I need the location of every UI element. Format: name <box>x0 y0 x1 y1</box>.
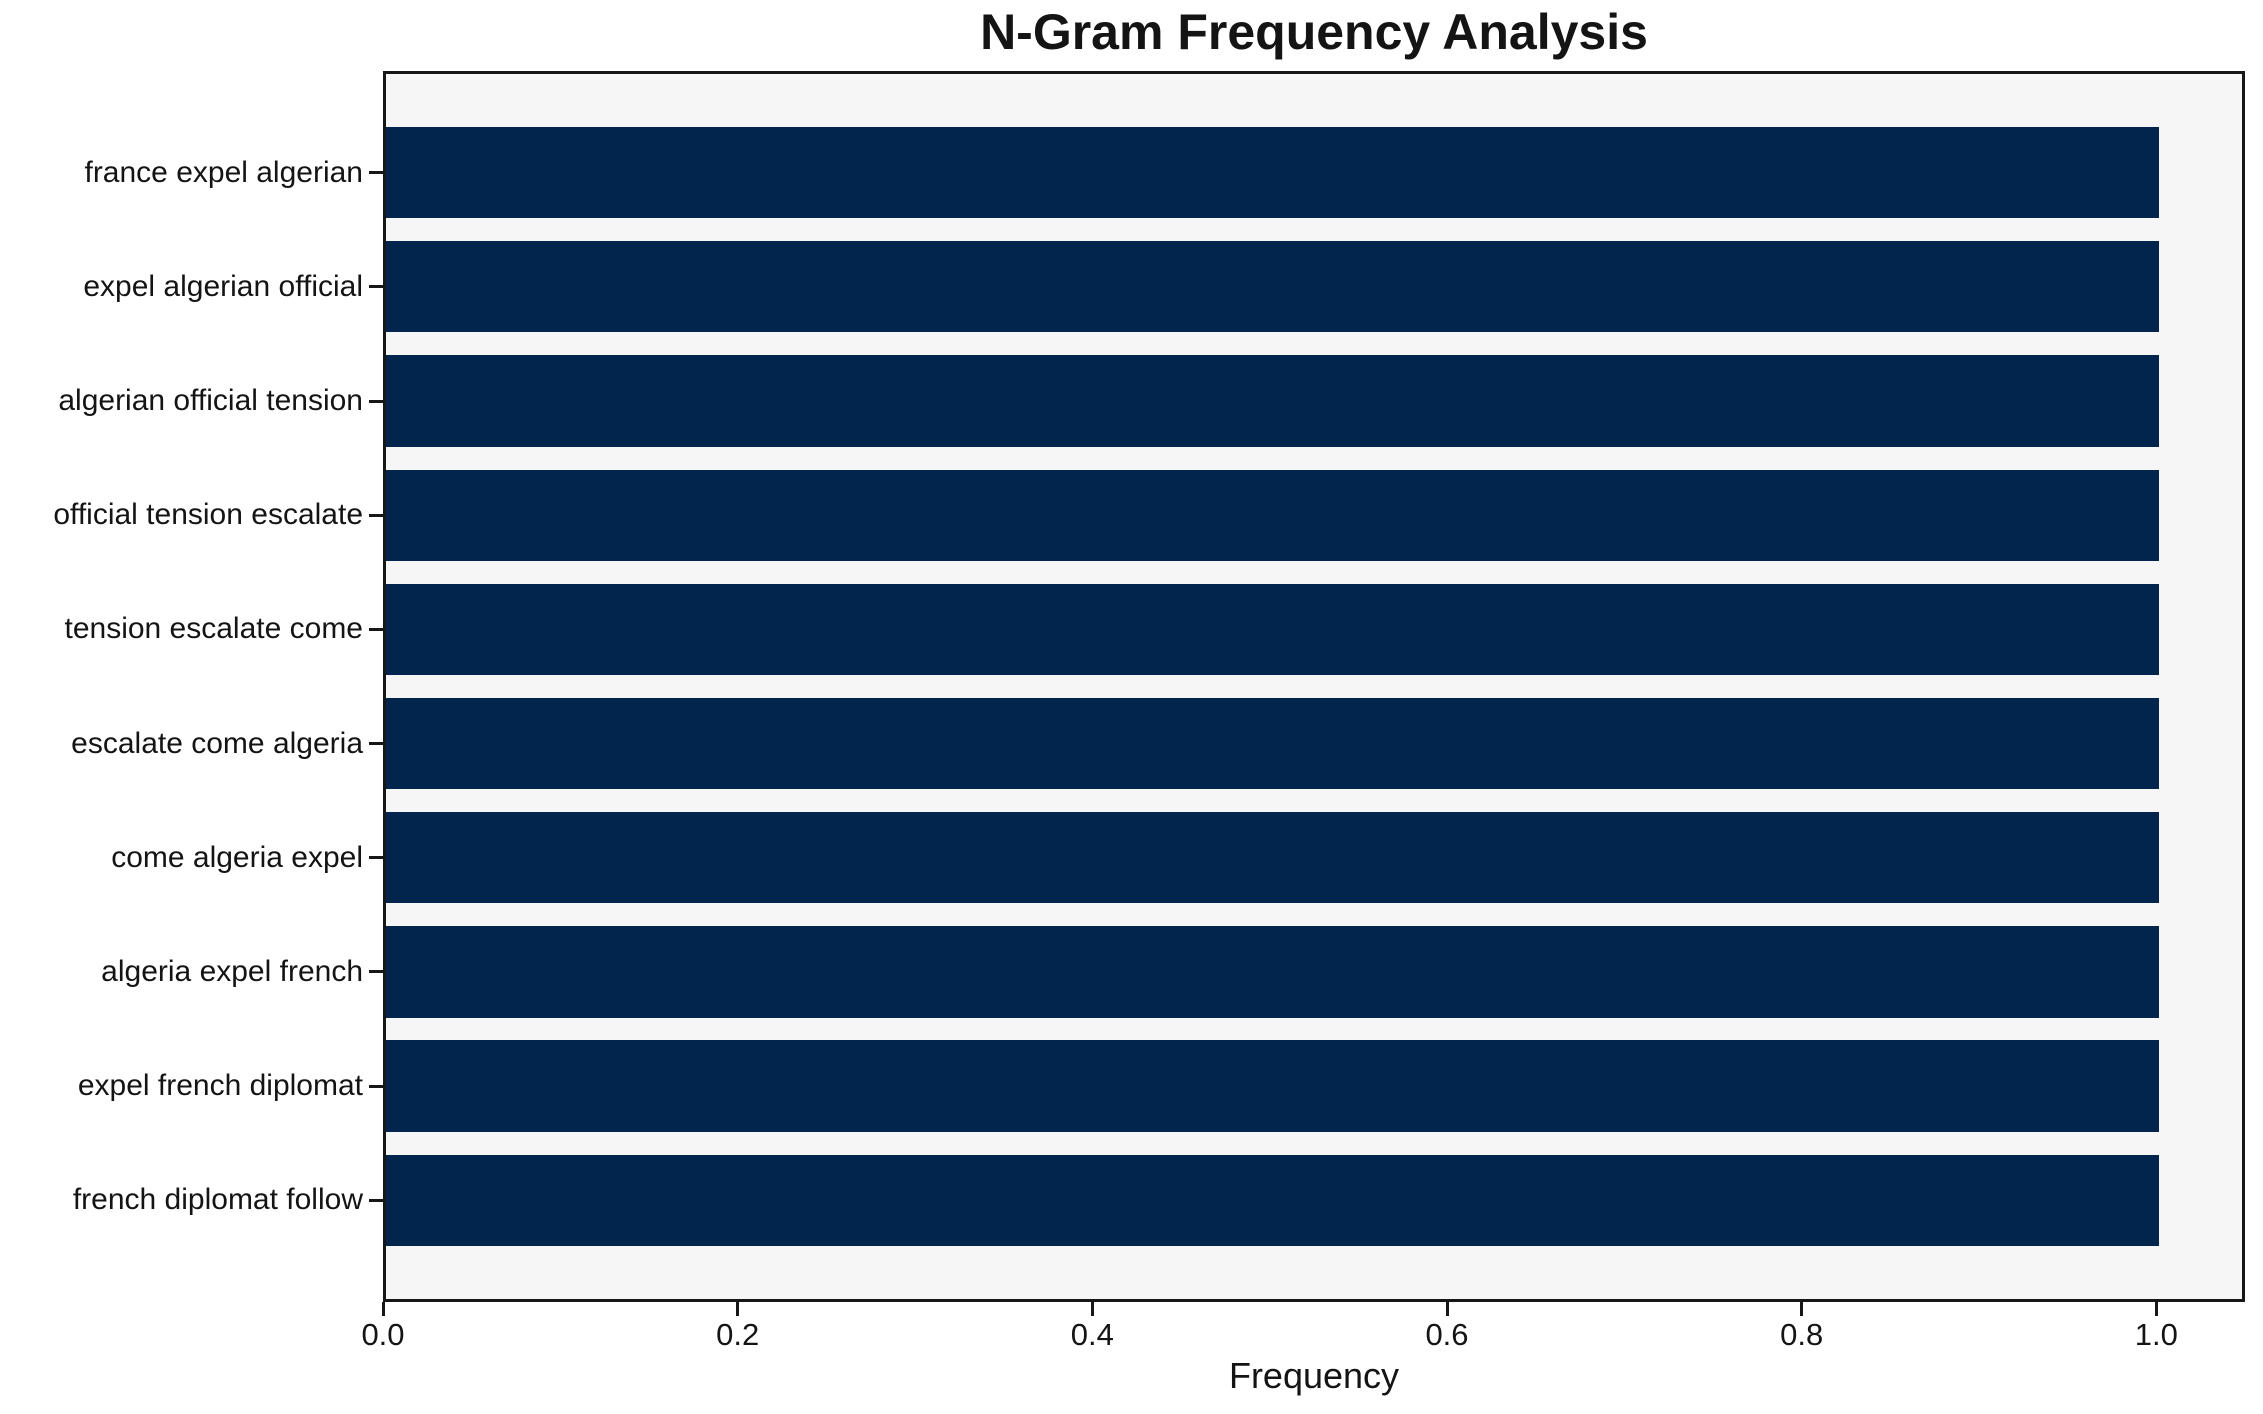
y-tick-mark <box>369 1198 383 1202</box>
x-tick-mark <box>736 1302 740 1316</box>
y-tick-mark <box>369 285 383 289</box>
bar <box>386 469 2160 561</box>
y-tick-mark <box>369 970 383 974</box>
y-tick-label: come algeria expel <box>111 840 363 874</box>
bar <box>386 812 2160 904</box>
y-tick-mark <box>369 399 383 403</box>
bar <box>386 355 2160 447</box>
x-axis-title: Frequency <box>1228 1355 1400 1396</box>
plot-area <box>383 71 2245 1302</box>
x-tick-label: 1.0 <box>2134 1317 2178 1352</box>
y-tick-mark <box>369 1084 383 1088</box>
x-tick-label: 0.4 <box>1070 1317 1114 1352</box>
x-tick-label: 0.2 <box>716 1317 760 1352</box>
y-tick-mark <box>369 627 383 631</box>
y-tick-label: expel french diplomat <box>77 1069 363 1103</box>
y-tick-label: france expel algerian <box>84 155 363 189</box>
chart-title: N-Gram Frequency Analysis <box>980 4 1648 60</box>
y-tick-label: algerian official tension <box>58 384 363 418</box>
y-tick-mark <box>369 742 383 746</box>
y-tick-label: algeria expel french <box>101 954 363 988</box>
bar <box>386 583 2160 676</box>
x-tick-mark <box>2154 1302 2158 1316</box>
bar <box>386 697 2160 790</box>
y-tick-label: tension escalate come <box>64 612 363 646</box>
bar <box>386 1040 2160 1132</box>
y-tick-label: escalate come algeria <box>71 726 363 760</box>
x-tick-mark <box>1090 1302 1094 1316</box>
bar <box>386 926 2160 1018</box>
y-tick-mark <box>369 513 383 517</box>
x-tick-label: 0.6 <box>1425 1317 1469 1352</box>
x-tick-label: 0.0 <box>361 1317 405 1352</box>
x-tick-mark <box>1445 1302 1449 1316</box>
bar <box>386 126 2160 219</box>
x-tick-label: 0.8 <box>1780 1317 1824 1352</box>
y-tick-label: expel algerian official <box>83 269 363 303</box>
y-tick-label: official tension escalate <box>53 498 363 532</box>
x-tick-mark <box>1800 1302 1804 1316</box>
y-tick-mark <box>369 856 383 860</box>
x-tick-mark <box>381 1302 385 1316</box>
bar <box>386 241 2160 333</box>
y-tick-mark <box>369 171 383 175</box>
bar <box>386 1154 2160 1247</box>
y-tick-label: french diplomat follow <box>72 1183 363 1217</box>
